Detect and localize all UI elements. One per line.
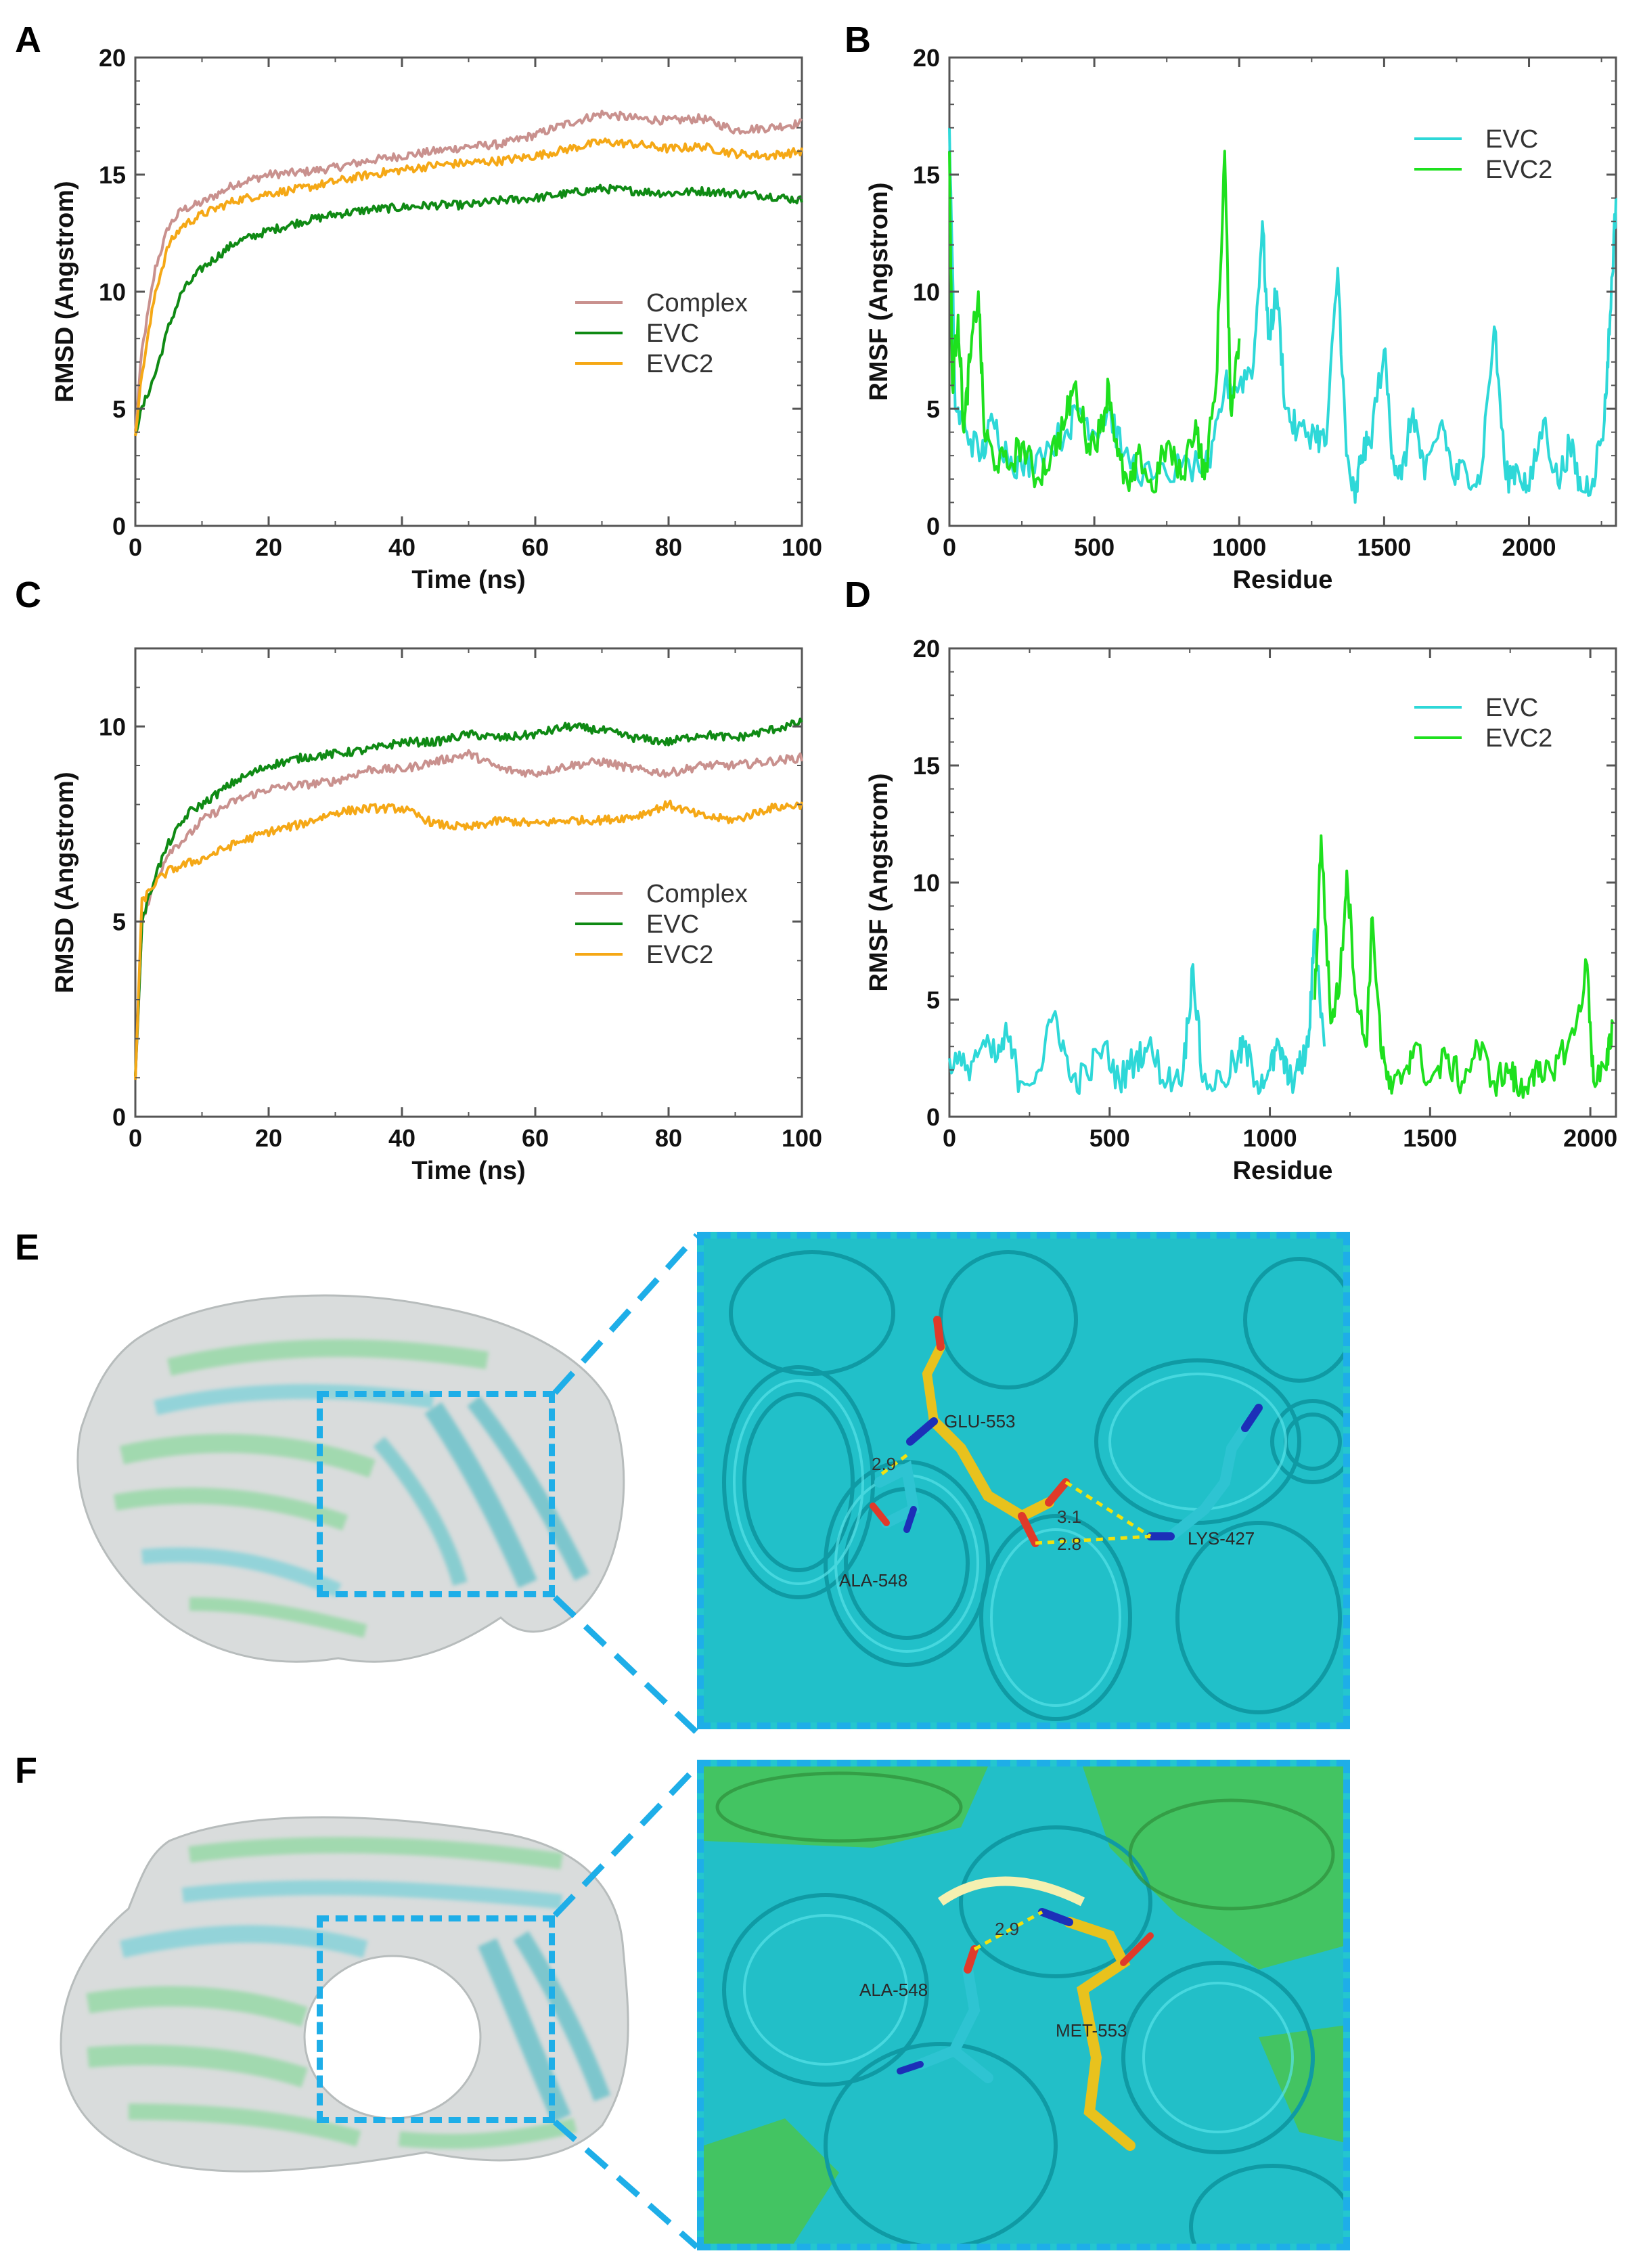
x-tick-label: 0 bbox=[129, 533, 142, 561]
y-axis-label: RMSF (Angstrom) bbox=[865, 774, 893, 992]
legend-label-complex: Complex bbox=[646, 880, 748, 908]
legend-label-evc: EVC bbox=[646, 910, 699, 939]
zoom-region-box-f bbox=[317, 1915, 555, 2123]
panel-letter-f: F bbox=[15, 1750, 37, 1791]
panel-letter-b: B bbox=[845, 20, 871, 60]
y-tick-label: 5 bbox=[926, 986, 940, 1014]
series-line-evc bbox=[948, 928, 1326, 1095]
series-line-complex bbox=[134, 749, 803, 1078]
distance-label-2-9-e: 2.9 bbox=[872, 1454, 897, 1474]
x-tick-label: 20 bbox=[255, 1124, 282, 1152]
y-tick-label: 0 bbox=[112, 512, 126, 540]
x-tick-label: 100 bbox=[782, 533, 822, 561]
cartoon-helices-f bbox=[704, 1766, 1343, 2244]
y-tick-label: 10 bbox=[913, 869, 940, 897]
x-tick-label: 40 bbox=[388, 533, 415, 561]
x-tick-label: 0 bbox=[943, 533, 956, 561]
y-tick-label: 15 bbox=[99, 161, 126, 189]
legend-label-evc: EVC bbox=[646, 319, 699, 348]
label-glu-553: GLU-553 bbox=[944, 1411, 1016, 1431]
legend-label-evc2: EVC2 bbox=[646, 941, 713, 969]
zoom-detail-e: GLU-553 ALA-548 LYS-427 2.9 3.1 2.8 bbox=[697, 1232, 1350, 1729]
x-tick-label: 1000 bbox=[1212, 533, 1266, 561]
y-tick-label: 10 bbox=[99, 278, 126, 306]
y-tick-label: 0 bbox=[926, 1103, 940, 1131]
panel-letter-c: C bbox=[15, 575, 41, 615]
protein-surface-overview-f bbox=[60, 1816, 629, 2173]
distance-label-2-9-f: 2.9 bbox=[995, 1919, 1020, 1939]
y-tick-label: 0 bbox=[926, 512, 940, 540]
protein-surface-overview-e bbox=[76, 1294, 625, 1663]
x-tick-label: 60 bbox=[522, 1124, 549, 1152]
series-line-evc2 bbox=[134, 799, 803, 1080]
x-axis-label: Time (ns) bbox=[411, 1157, 525, 1185]
panel-letter-e: E bbox=[15, 1227, 40, 1268]
x-tick-label: 0 bbox=[943, 1124, 956, 1152]
legend-label-complex: Complex bbox=[646, 289, 748, 317]
x-tick-label: 500 bbox=[1089, 1124, 1130, 1152]
x-tick-label: 500 bbox=[1074, 533, 1115, 561]
chart-d: 0 500 1000 1500 2000 0 5 10 15 20 Residue RMSF (Ang… bbox=[865, 635, 1617, 1185]
x-axis-label: Residue bbox=[1233, 566, 1333, 594]
label-ala-548-e: ALA-548 bbox=[839, 1570, 908, 1591]
series-line-evc2 bbox=[948, 150, 1241, 494]
x-axis-label: Time (ns) bbox=[411, 566, 525, 594]
cartoon-helices-e bbox=[704, 1239, 1343, 1722]
legend-label-evc: EVC bbox=[1485, 694, 1538, 722]
series-line-evc2 bbox=[1313, 834, 1615, 1099]
legend-label-evc: EVC bbox=[1485, 125, 1538, 154]
x-tick-label: 60 bbox=[522, 533, 549, 561]
zoom-detail-f: ALA-548 MET-553 2.9 bbox=[697, 1760, 1350, 2250]
chart-a: 0 20 40 60 80 100 0 5 10 15 20 Time (ns) RMSD (Angst… bbox=[51, 44, 822, 594]
x-tick-label: 1000 bbox=[1243, 1124, 1297, 1152]
y-tick-label: 15 bbox=[913, 752, 940, 780]
chart-c: 0 20 40 60 80 100 0 5 10 Time (ns) RMSD (Angstrom)… bbox=[51, 647, 822, 1185]
legend-label-evc2: EVC2 bbox=[1485, 156, 1552, 184]
chart-b: 0 500 1000 1500 2000 0 5 10 15 20 Residue RMSF (Ang… bbox=[865, 44, 1617, 594]
label-ala-548-f: ALA-548 bbox=[859, 1980, 928, 2000]
series-line-evc2 bbox=[134, 137, 803, 437]
x-axis-label: Residue bbox=[1233, 1157, 1333, 1185]
legend-label-evc2: EVC2 bbox=[646, 350, 713, 378]
y-tick-label: 5 bbox=[112, 395, 126, 423]
y-tick-label: 10 bbox=[99, 713, 126, 740]
zoom-connector-lines-f bbox=[552, 1764, 700, 2250]
y-tick-label: 0 bbox=[112, 1103, 126, 1131]
x-tick-label: 80 bbox=[655, 1124, 682, 1152]
x-tick-label: 40 bbox=[388, 1124, 415, 1152]
y-tick-label: 20 bbox=[913, 635, 940, 663]
series-line-evc bbox=[134, 183, 803, 436]
zoom-region-box-e bbox=[317, 1391, 555, 1597]
x-tick-label: 1500 bbox=[1357, 533, 1411, 561]
label-lys-427: LYS-427 bbox=[1188, 1528, 1255, 1549]
x-tick-label: 2000 bbox=[1502, 533, 1556, 561]
series-line-evc bbox=[948, 127, 1617, 504]
panel-letter-d: D bbox=[845, 575, 871, 615]
x-tick-label: 0 bbox=[129, 1124, 142, 1152]
y-axis-label: RMSF (Angstrom) bbox=[865, 183, 893, 401]
series-line-evc bbox=[134, 717, 803, 1076]
legend-label-evc2: EVC2 bbox=[1485, 724, 1552, 753]
series-line-complex bbox=[134, 110, 803, 431]
y-tick-label: 5 bbox=[926, 395, 940, 423]
zoom-connector-lines-e bbox=[552, 1232, 700, 1735]
x-tick-label: 100 bbox=[782, 1124, 822, 1152]
label-met-553: MET-553 bbox=[1056, 2020, 1127, 2041]
y-axis-label: RMSD (Angstrom) bbox=[51, 772, 79, 993]
y-tick-label: 20 bbox=[99, 44, 126, 72]
x-tick-label: 80 bbox=[655, 533, 682, 561]
y-tick-label: 10 bbox=[913, 278, 940, 306]
x-tick-label: 2000 bbox=[1563, 1124, 1617, 1152]
x-tick-label: 1500 bbox=[1403, 1124, 1457, 1152]
y-tick-label: 5 bbox=[112, 908, 126, 936]
y-tick-label: 20 bbox=[913, 44, 940, 72]
distance-label-2-8: 2.8 bbox=[1057, 1534, 1082, 1554]
y-tick-label: 15 bbox=[913, 161, 940, 189]
x-tick-label: 20 bbox=[255, 533, 282, 561]
panel-letter-a: A bbox=[15, 20, 41, 60]
distance-label-3-1: 3.1 bbox=[1057, 1507, 1082, 1527]
y-axis-label: RMSD (Angstrom) bbox=[51, 181, 79, 402]
